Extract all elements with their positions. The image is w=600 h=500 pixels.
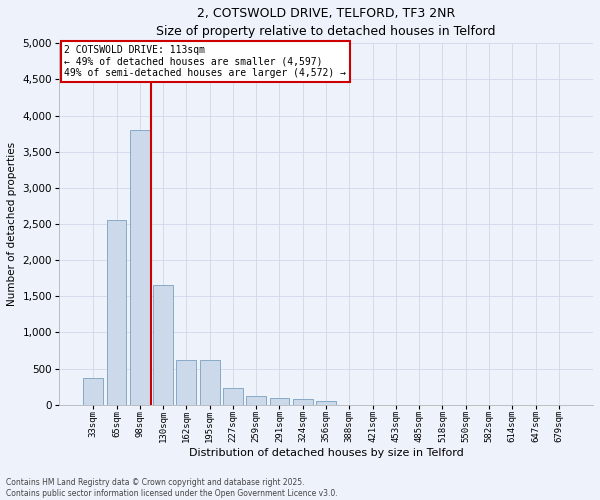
Bar [83,378,103,404]
X-axis label: Distribution of detached houses by size in Telford: Distribution of detached houses by size … [188,448,463,458]
Bar [200,360,220,405]
Text: 2 COTSWOLD DRIVE: 113sqm
← 49% of detached houses are smaller (4,597)
49% of sem: 2 COTSWOLD DRIVE: 113sqm ← 49% of detach… [64,45,346,78]
Bar [316,401,336,404]
Title: 2, COTSWOLD DRIVE, TELFORD, TF3 2NR
Size of property relative to detached houses: 2, COTSWOLD DRIVE, TELFORD, TF3 2NR Size… [157,7,496,38]
Bar [107,220,127,404]
Bar [269,398,289,404]
Bar [247,396,266,404]
Bar [130,130,149,404]
Bar [153,286,173,405]
Bar [293,399,313,404]
Bar [223,388,243,404]
Y-axis label: Number of detached properties: Number of detached properties [7,142,17,306]
Text: Contains HM Land Registry data © Crown copyright and database right 2025.
Contai: Contains HM Land Registry data © Crown c… [6,478,338,498]
Bar [176,360,196,405]
